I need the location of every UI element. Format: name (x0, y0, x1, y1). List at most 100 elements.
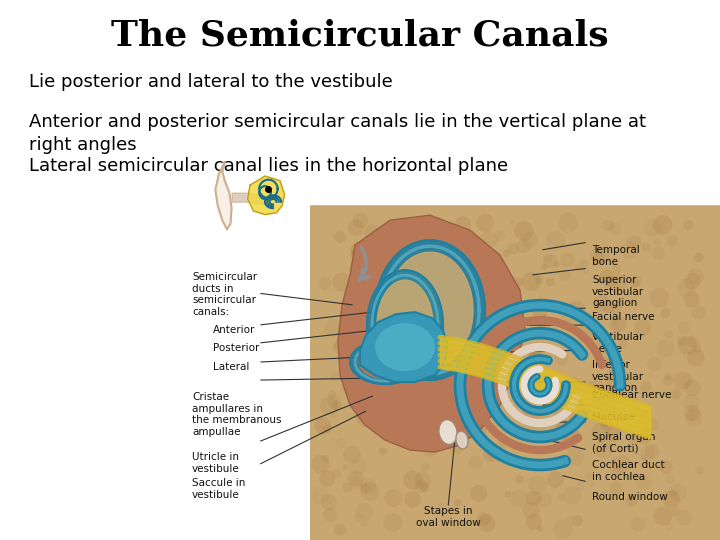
Circle shape (478, 264, 494, 280)
Circle shape (513, 277, 523, 287)
Circle shape (665, 330, 672, 339)
Circle shape (490, 350, 498, 358)
Circle shape (551, 399, 570, 418)
Circle shape (692, 306, 706, 320)
Circle shape (639, 446, 654, 461)
Circle shape (369, 355, 377, 362)
Circle shape (408, 426, 416, 434)
Circle shape (526, 425, 536, 436)
Circle shape (354, 512, 364, 522)
Circle shape (393, 431, 405, 442)
Circle shape (410, 239, 423, 252)
Circle shape (642, 243, 651, 252)
Circle shape (434, 341, 440, 348)
Circle shape (346, 295, 366, 314)
Circle shape (503, 249, 510, 258)
Circle shape (577, 324, 597, 343)
Circle shape (492, 285, 510, 303)
Circle shape (591, 387, 606, 401)
Circle shape (684, 405, 700, 421)
Circle shape (588, 380, 603, 395)
Circle shape (659, 461, 672, 474)
Circle shape (562, 392, 578, 409)
Circle shape (510, 379, 526, 394)
Circle shape (314, 417, 331, 435)
Circle shape (694, 253, 704, 262)
Circle shape (498, 384, 508, 393)
Circle shape (361, 520, 367, 527)
Circle shape (388, 273, 404, 289)
Circle shape (363, 268, 371, 276)
Circle shape (400, 420, 419, 438)
Circle shape (552, 433, 569, 449)
Circle shape (415, 481, 428, 493)
Circle shape (454, 390, 469, 406)
Circle shape (605, 385, 623, 403)
Circle shape (394, 268, 412, 286)
Circle shape (510, 490, 528, 508)
Circle shape (514, 221, 534, 241)
Polygon shape (387, 252, 473, 368)
Circle shape (411, 291, 424, 303)
Circle shape (488, 449, 497, 458)
Circle shape (631, 279, 640, 288)
Circle shape (505, 383, 512, 389)
Circle shape (367, 280, 377, 290)
Circle shape (541, 264, 547, 270)
Circle shape (495, 284, 500, 290)
Ellipse shape (439, 420, 457, 444)
Circle shape (405, 374, 420, 389)
Circle shape (379, 448, 387, 456)
Circle shape (347, 315, 362, 331)
Circle shape (478, 515, 495, 532)
Polygon shape (265, 205, 720, 540)
Circle shape (539, 325, 546, 332)
Circle shape (671, 507, 680, 516)
Circle shape (467, 345, 475, 353)
Circle shape (609, 482, 623, 495)
Circle shape (591, 422, 610, 441)
Circle shape (449, 441, 463, 455)
Circle shape (363, 385, 374, 396)
Circle shape (360, 482, 379, 501)
Circle shape (477, 512, 490, 525)
Circle shape (526, 350, 544, 368)
Circle shape (321, 455, 329, 463)
Circle shape (670, 389, 681, 400)
Polygon shape (338, 215, 525, 452)
Polygon shape (377, 280, 433, 370)
Circle shape (311, 455, 330, 474)
Circle shape (332, 272, 351, 292)
Polygon shape (190, 205, 310, 540)
Circle shape (567, 516, 572, 522)
Circle shape (626, 496, 637, 507)
Circle shape (678, 336, 697, 355)
Circle shape (555, 418, 567, 430)
Circle shape (537, 297, 547, 307)
Circle shape (395, 395, 403, 403)
Circle shape (595, 340, 610, 355)
Circle shape (566, 448, 584, 465)
Text: Posterior: Posterior (213, 343, 259, 353)
Circle shape (351, 244, 363, 256)
Circle shape (331, 401, 342, 411)
Circle shape (582, 267, 588, 274)
Circle shape (544, 255, 552, 264)
Text: Cristae
ampullares in
the membranous
ampullae: Cristae ampullares in the membranous amp… (192, 392, 282, 437)
Circle shape (600, 389, 613, 402)
Circle shape (594, 398, 608, 412)
Circle shape (353, 213, 368, 228)
Circle shape (594, 439, 613, 458)
Circle shape (476, 213, 495, 232)
Circle shape (609, 222, 622, 235)
Text: Temporal
bone: Temporal bone (592, 245, 640, 267)
Circle shape (500, 367, 519, 387)
Circle shape (602, 219, 614, 231)
Circle shape (446, 277, 463, 295)
Circle shape (687, 336, 699, 348)
Circle shape (419, 318, 435, 334)
Circle shape (516, 475, 523, 483)
Polygon shape (215, 162, 232, 230)
Circle shape (359, 365, 374, 381)
Circle shape (610, 463, 622, 476)
